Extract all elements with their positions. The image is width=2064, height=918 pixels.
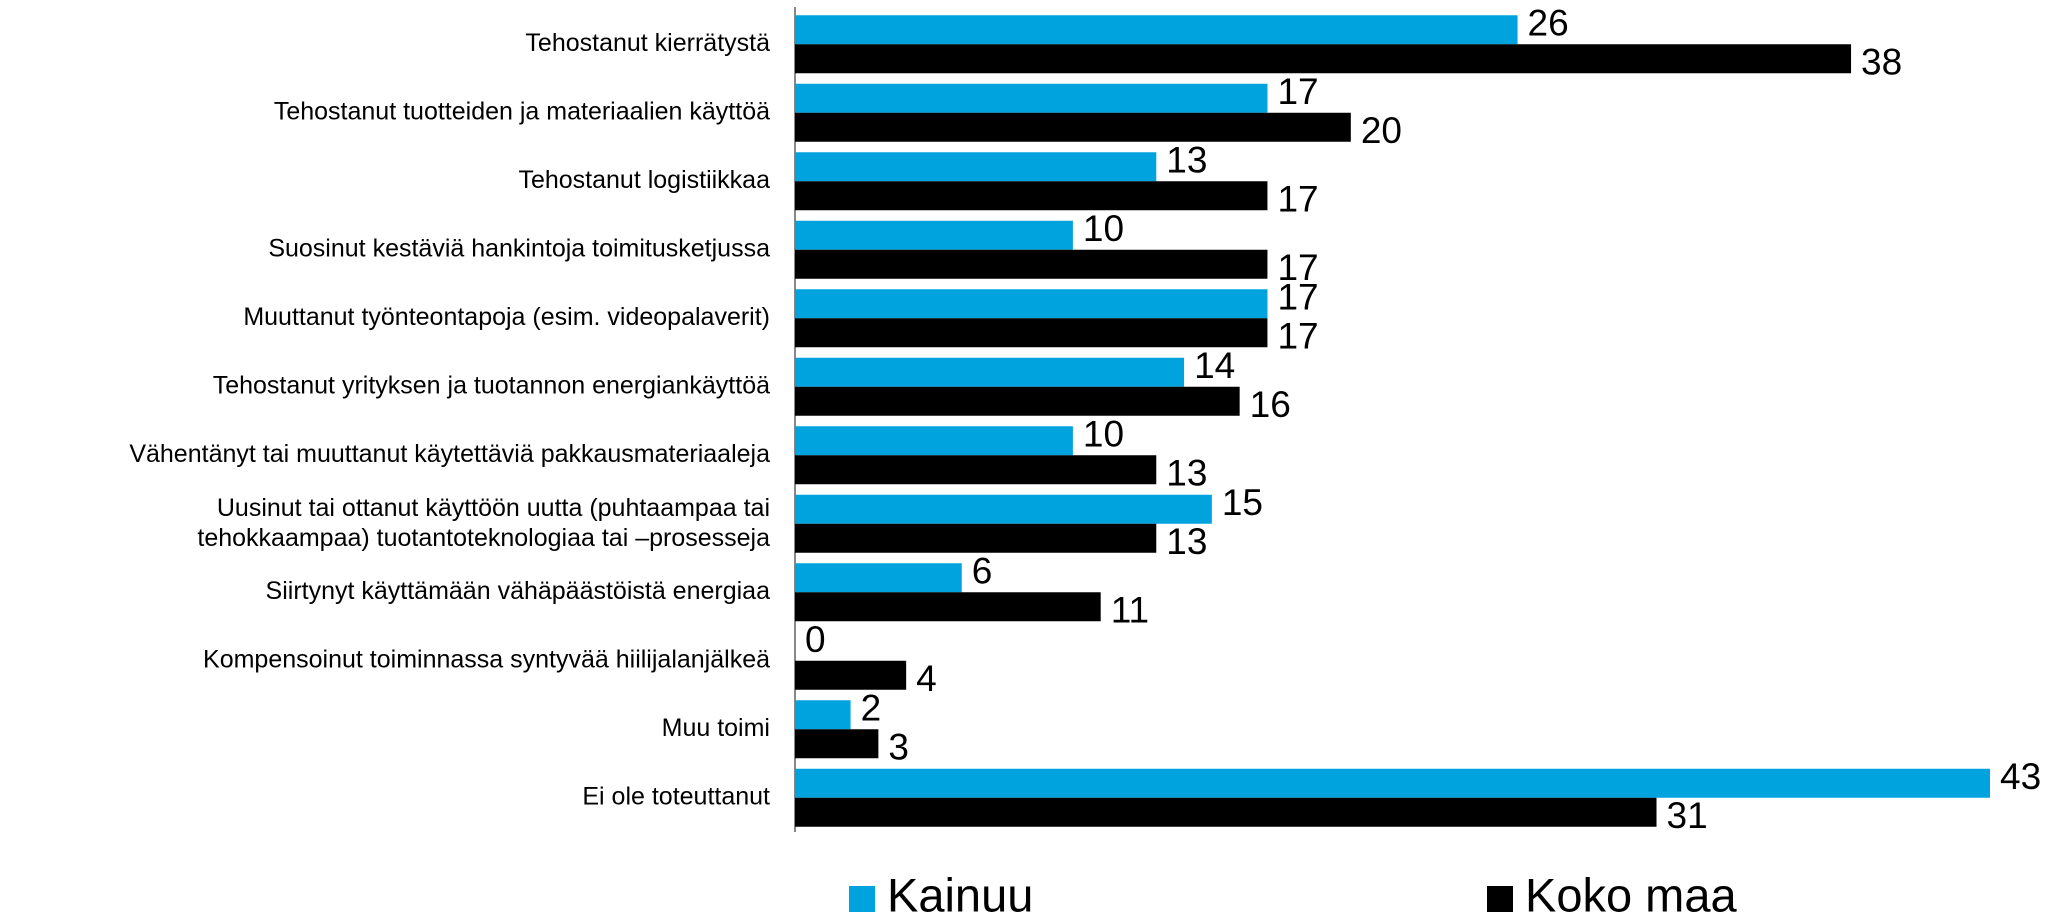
value-label: 38 xyxy=(1861,42,1902,83)
value-label: 4 xyxy=(916,658,937,699)
category-label-line: Uusinut tai ottanut käyttöön uutta (puht… xyxy=(217,493,770,521)
category-label-line: tehokkaampaa) tuotantoteknologiaa tai –p… xyxy=(197,523,770,551)
value-label: 15 xyxy=(1222,482,1263,523)
bar xyxy=(795,44,1852,74)
category-label: Tehostanut yrityksen ja tuotannon energi… xyxy=(213,371,770,399)
value-label: 6 xyxy=(972,551,993,592)
value-label: 10 xyxy=(1083,208,1124,249)
legend-label: Koko maa xyxy=(1525,868,1737,918)
bar xyxy=(795,729,879,759)
bar xyxy=(795,797,1657,827)
bar xyxy=(795,152,1157,182)
value-label: 10 xyxy=(1083,414,1124,455)
value-label: 13 xyxy=(1166,453,1207,494)
bar xyxy=(795,357,1185,387)
value-label: 0 xyxy=(805,619,826,660)
bar xyxy=(795,494,1212,524)
bar xyxy=(795,318,1268,348)
category-label: Uusinut tai ottanut käyttöön uutta (puht… xyxy=(197,493,770,551)
legend-label: Kainuu xyxy=(887,868,1033,918)
value-label: 13 xyxy=(1166,140,1207,181)
bar xyxy=(795,220,1073,250)
value-label: 2 xyxy=(861,688,882,729)
value-label: 26 xyxy=(1528,3,1569,44)
value-label: 20 xyxy=(1361,110,1402,151)
category-label: Tehostanut kierrätystä xyxy=(525,29,770,57)
bar xyxy=(795,592,1101,622)
bar xyxy=(795,563,962,593)
value-label: 17 xyxy=(1277,247,1318,288)
bar xyxy=(795,660,907,690)
category-label: Tehostanut logistiikkaa xyxy=(518,166,770,194)
value-label: 17 xyxy=(1277,277,1318,318)
value-label: 13 xyxy=(1166,521,1207,562)
category-label: Muu toimi xyxy=(662,714,770,742)
value-label: 17 xyxy=(1277,316,1318,357)
value-label: 16 xyxy=(1250,384,1291,425)
bar xyxy=(795,181,1268,211)
value-label: 17 xyxy=(1277,71,1318,112)
legend-swatch xyxy=(849,886,875,912)
category-label: Siirtynyt käyttämään vähäpäästöistä ener… xyxy=(266,577,771,605)
category-label: Tehostanut tuotteiden ja materiaalien kä… xyxy=(274,97,770,125)
value-label: 14 xyxy=(1194,345,1235,386)
bar xyxy=(795,426,1073,456)
bar xyxy=(795,15,1518,45)
bar xyxy=(795,112,1351,142)
category-label: Vähentänyt tai muuttanut käytettäviä pak… xyxy=(129,440,770,468)
bar xyxy=(795,83,1268,113)
category-label: Muuttanut työnteontapoja (esim. videopal… xyxy=(243,303,770,331)
bar xyxy=(795,768,1990,798)
bar xyxy=(795,386,1240,416)
bar xyxy=(795,700,851,730)
bar xyxy=(795,455,1157,485)
value-label: 43 xyxy=(2000,756,2041,797)
bar xyxy=(795,289,1268,319)
category-label: Ei ole toteuttanut xyxy=(582,782,770,810)
bar xyxy=(795,249,1268,279)
value-label: 31 xyxy=(1667,795,1708,836)
bar xyxy=(795,523,1157,553)
value-label: 11 xyxy=(1111,590,1149,631)
category-label: Kompensoinut toiminnassa syntyvää hiilij… xyxy=(203,645,770,673)
value-label: 3 xyxy=(888,727,909,768)
category-label: Suosinut kestäviä hankintoja toimitusket… xyxy=(268,234,770,262)
value-label: 17 xyxy=(1277,179,1318,220)
legend-swatch xyxy=(1487,886,1513,912)
